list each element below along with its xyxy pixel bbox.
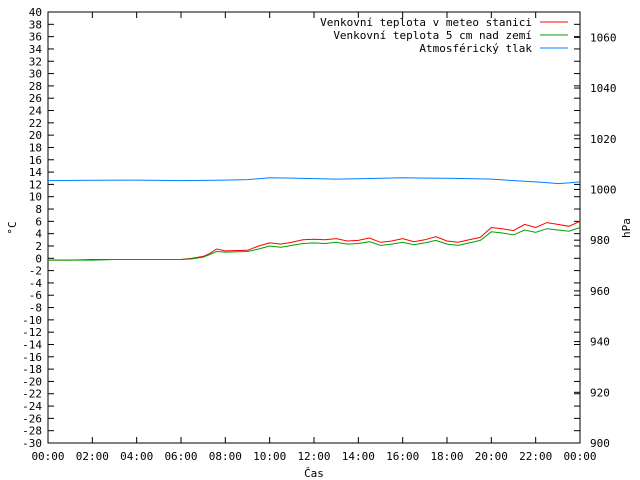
y-tick-label: 30 (29, 68, 42, 81)
y-tick-label: 26 (29, 92, 42, 105)
x-tick-label: 20:00 (475, 450, 508, 463)
y-tick-label: 6 (35, 215, 42, 228)
x-axis-label: Čas (304, 467, 324, 480)
x-tick-label: 10:00 (253, 450, 286, 463)
x-tick-label: 08:00 (209, 450, 242, 463)
legend-label: Venkovní teplota v meteo stanici (320, 16, 532, 29)
x-tick-label: 18:00 (430, 450, 463, 463)
right-axis: 1060 1040 1020 1000 980 960 940 920 900 (574, 31, 617, 450)
x-tick-label: 14:00 (342, 450, 375, 463)
y-tick-label: 34 (29, 43, 43, 56)
left-axis: 4038363432302826242220181614121086420-2-… (22, 6, 580, 450)
y-tick-label: -12 (22, 326, 42, 339)
x-tick-label: 12:00 (297, 450, 330, 463)
y-tick-label: 2 (35, 240, 42, 253)
y-tick-label: 10 (29, 191, 42, 204)
y-tick-label: 36 (29, 31, 42, 44)
y-tick-label: 14 (29, 166, 43, 179)
y-tick-label: 32 (29, 55, 42, 68)
y-tick-label: 8 (35, 203, 42, 216)
y-tick-label: 18 (29, 141, 42, 154)
y2-tick-label: 1020 (590, 133, 617, 146)
series-layer (47, 177, 581, 261)
y-tick-label: -30 (22, 437, 42, 450)
y-tick-label: 40 (29, 6, 42, 19)
x-axis: 00:00 02:00 04:00 06:00 08:00 10:00 12:00 14:00… (31, 12, 597, 463)
y-tick-label: 16 (29, 154, 42, 167)
y-tick-label: -4 (29, 277, 43, 290)
y-tick-label: -8 (29, 302, 42, 315)
x-tick-label: 00:00 (31, 450, 64, 463)
y2-tick-label: 1060 (590, 31, 617, 44)
plot-frame (47, 11, 581, 444)
x-tick-label: 22:00 (519, 450, 552, 463)
y2-tick-label: 920 (590, 386, 610, 399)
y-tick-label: -18 (22, 363, 42, 376)
y-tick-label: 12 (29, 178, 42, 191)
y2-tick-label: 900 (590, 437, 610, 450)
series-line-1 (48, 227, 581, 261)
y-tick-label: 4 (35, 228, 42, 241)
y-tick-label: 22 (29, 117, 42, 130)
y-tick-label: -28 (22, 425, 42, 438)
y-axis-label: °C (6, 221, 19, 234)
y2-tick-label: 940 (590, 336, 610, 349)
series-line-2 (47, 177, 581, 185)
y-tick-label: 28 (29, 80, 42, 93)
y-tick-label: -24 (22, 400, 42, 413)
x-tick-label: 00:00 (563, 450, 596, 463)
legend-label: Atmosférický tlak (419, 42, 532, 55)
legend-label: Venkovní teplota 5 cm nad zemí (333, 29, 532, 42)
y2-tick-label: 960 (590, 285, 610, 298)
y-tick-label: -16 (22, 351, 42, 364)
x-tick-label: 06:00 (164, 450, 197, 463)
y2-tick-label: 980 (590, 234, 610, 247)
y-tick-label: -6 (29, 289, 42, 302)
y-tick-label: -20 (22, 375, 42, 388)
y-tick-label: 20 (29, 129, 42, 142)
y-tick-label: 0 (35, 252, 42, 265)
x-tick-label: 02:00 (76, 450, 109, 463)
legend: Venkovní teplota v meteo staniciVenkovní… (320, 16, 568, 55)
y-tick-label: -2 (29, 265, 42, 278)
y2-tick-label: 1040 (590, 82, 617, 95)
series-line-0 (48, 220, 581, 261)
x-tick-label: 04:00 (120, 450, 153, 463)
x-tick-label: 16:00 (386, 450, 419, 463)
y2-tick-label: 1000 (590, 183, 617, 196)
y-tick-label: 38 (29, 18, 42, 31)
y-tick-label: -26 (22, 412, 42, 425)
y2-axis-label: hPa (620, 218, 633, 238)
y-tick-label: -22 (22, 388, 42, 401)
y-tick-label: 24 (29, 105, 43, 118)
y-tick-label: -10 (22, 314, 42, 327)
y-tick-label: -14 (22, 338, 42, 351)
